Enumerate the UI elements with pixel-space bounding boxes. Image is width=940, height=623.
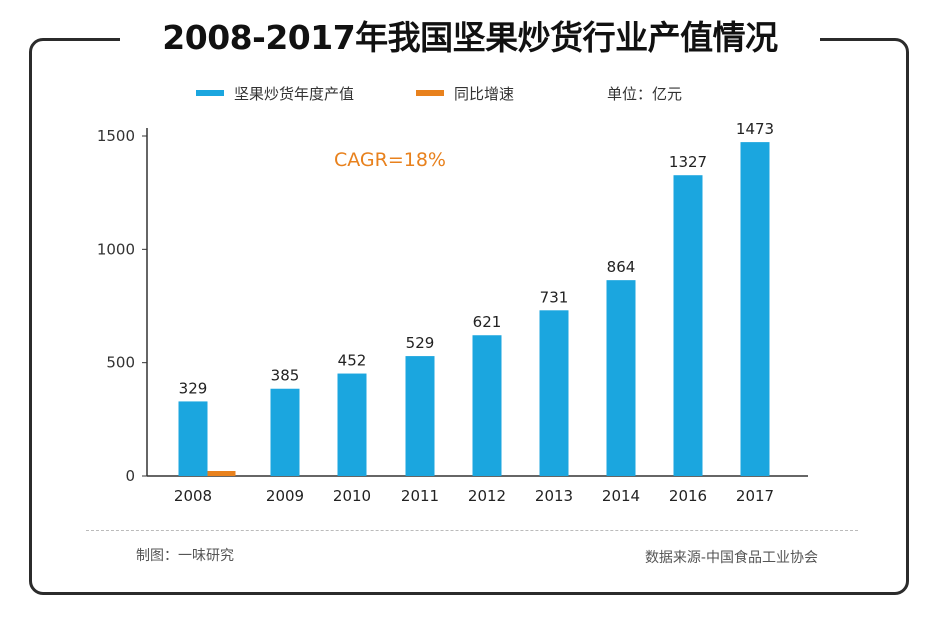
legend-item-growth: 同比增速 <box>416 80 514 108</box>
bar <box>337 373 367 476</box>
bar <box>740 142 770 476</box>
footer-source: 数据来源-中国食品工业协会 <box>644 550 818 566</box>
unit-label: 单位：亿元 <box>607 85 683 103</box>
page-title: 2008-2017年我国坚果炒货行业产值情况 <box>120 13 820 63</box>
bar <box>405 356 435 476</box>
bar-data-label: 621 <box>473 313 502 331</box>
bar-data-label: 329 <box>179 379 208 397</box>
x-tick-label: 2014 <box>602 487 640 505</box>
y-tick-label: 1000 <box>97 240 135 258</box>
bar-data-label: 385 <box>271 367 300 385</box>
bar <box>178 401 208 476</box>
bar <box>270 388 300 476</box>
bar-data-label: 864 <box>607 258 636 276</box>
legend: 坚果炒货年度产值 同比增速 <box>196 80 716 108</box>
bar <box>472 335 502 476</box>
bar-data-label: 1327 <box>669 153 707 171</box>
bar-data-label: 452 <box>338 352 367 370</box>
legend-item-output: 坚果炒货年度产值 <box>196 80 354 108</box>
cagr-annotation: CAGR=18% <box>334 149 446 171</box>
bar-data-label: 1473 <box>736 120 774 138</box>
x-tick-label: 2017 <box>736 487 774 505</box>
legend-label-growth: 同比增速 <box>454 85 515 103</box>
legend-label-output: 坚果炒货年度产值 <box>234 85 355 103</box>
bar-data-label: 731 <box>540 288 569 306</box>
footer-credit: 制图：一味研究 <box>136 548 234 564</box>
x-tick-label: 2016 <box>669 487 707 505</box>
x-tick-label: 2013 <box>535 487 573 505</box>
bar <box>606 280 636 476</box>
legend-swatch-output <box>196 89 224 96</box>
bar-data-label: 529 <box>406 334 435 352</box>
x-tick-label: 2010 <box>333 487 371 505</box>
legend-swatch-growth <box>416 89 444 96</box>
x-tick-label: 2012 <box>468 487 506 505</box>
bar <box>673 175 703 477</box>
growth-marker <box>207 471 236 476</box>
x-tick-label: 2009 <box>266 487 304 505</box>
y-tick-label: 500 <box>106 354 135 372</box>
footer-divider <box>86 530 858 531</box>
x-tick-label: 2011 <box>401 487 439 505</box>
y-tick-label: 0 <box>125 467 135 485</box>
x-tick-label: 2008 <box>174 487 212 505</box>
y-tick-label: 1500 <box>97 127 135 145</box>
bar <box>539 310 569 476</box>
